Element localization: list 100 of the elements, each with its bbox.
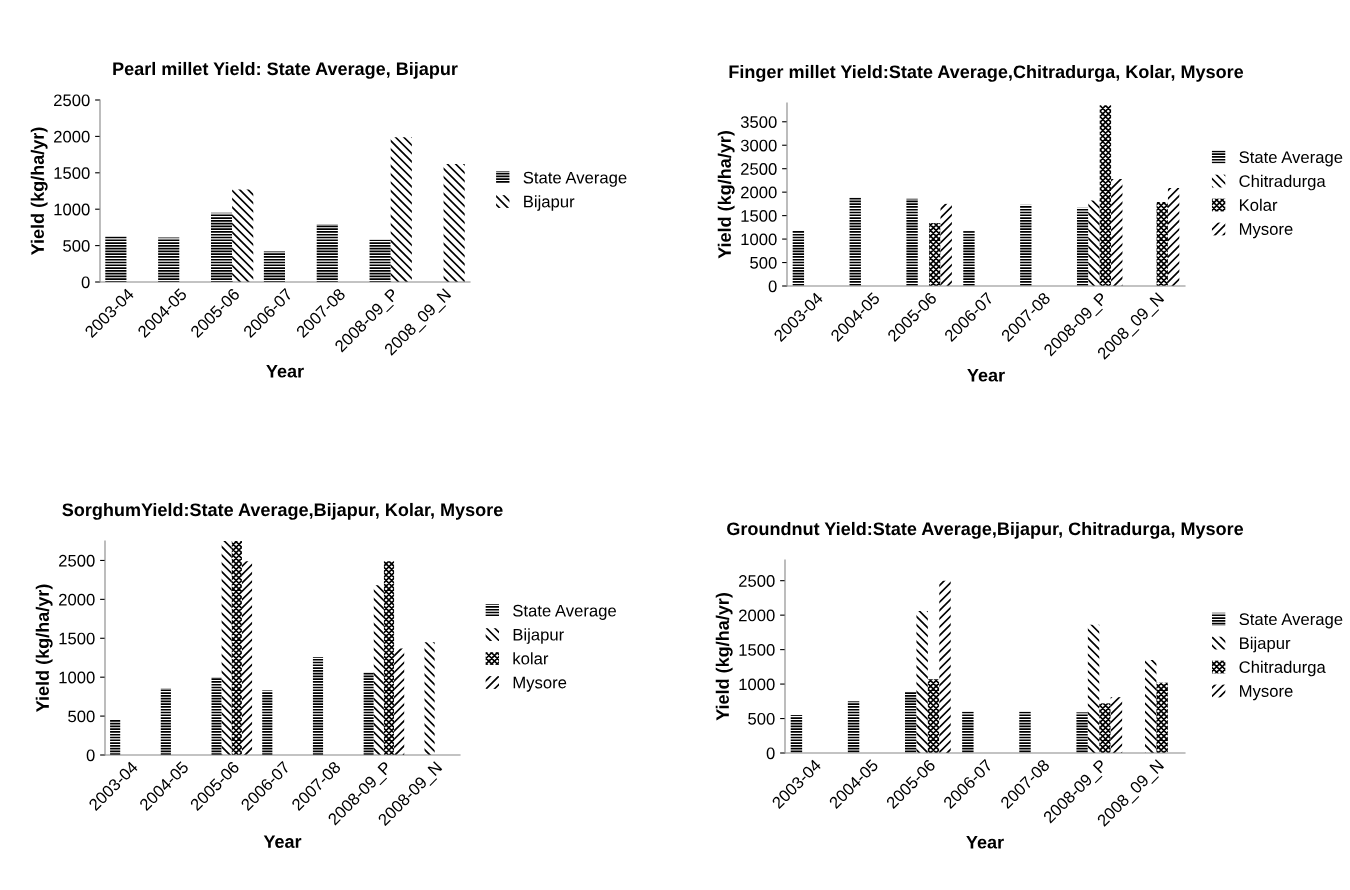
y-tick-label: 500 [750, 256, 777, 269]
y-tick-label: 1500 [54, 167, 90, 179]
bar [390, 137, 412, 282]
bar [316, 224, 338, 282]
bar [105, 236, 127, 282]
y-tick-label: 2000 [739, 609, 775, 622]
legend-label: Chitradurga [1239, 660, 1326, 677]
y-tick-label: 1500 [59, 632, 95, 645]
x-axis-title: Year [966, 836, 1004, 849]
y-tick-label: 1500 [739, 644, 775, 656]
bar [940, 203, 952, 286]
bar [1145, 659, 1157, 753]
bar [231, 541, 242, 755]
legend-label: State Average [1239, 151, 1343, 167]
bar [1099, 703, 1111, 753]
chart-title: Groundnut Yield:State Average,Bijapur, Chitradurga, Mysore [727, 521, 1244, 539]
bar [1156, 202, 1168, 286]
bar [232, 189, 254, 282]
y-tick-label: 3500 [740, 116, 777, 128]
bar [312, 656, 324, 755]
bar [1019, 711, 1031, 753]
legend-label: Mysore [1239, 223, 1293, 239]
bar [262, 690, 273, 755]
bar [939, 580, 951, 753]
chart-title: Finger millet Yield:State Average,Chitradurga, Kolar, Mysore [729, 64, 1244, 82]
legend-label: Mysore [1240, 685, 1293, 701]
y-tick-label: 2500 [54, 94, 90, 107]
legend-label: Bijapur [1240, 636, 1291, 653]
legend-label: kolar [513, 652, 549, 665]
bar [1110, 697, 1123, 753]
bar [160, 688, 171, 755]
y-tick-label: 2500 [741, 163, 777, 175]
bar [373, 585, 384, 755]
bar [424, 642, 435, 755]
y-tick-label: 1500 [741, 210, 777, 222]
legend-label: State Average [1239, 613, 1343, 629]
y-axis-title: Yield (kg/ha/yr) [35, 584, 53, 713]
legend-label: Kolar [1239, 198, 1278, 211]
y-tick-label: 0 [81, 276, 90, 289]
legend-label: Bijapur [524, 195, 575, 211]
y-tick-label: 1000 [741, 233, 777, 246]
bar [211, 212, 233, 282]
bar [963, 231, 975, 286]
bar [905, 691, 917, 753]
bar [927, 679, 940, 753]
y-axis-title: Yield (kg/ha/yr) [717, 131, 735, 259]
bar [1111, 179, 1123, 286]
y-axis-title: Yield (kg/ha/yr) [715, 593, 733, 721]
bar [110, 719, 121, 755]
bar [443, 164, 465, 282]
bar [394, 648, 405, 755]
y-axis-title: Yield (kg/ha/yr) [30, 127, 48, 256]
bar [383, 561, 395, 755]
bar [369, 239, 391, 282]
legend-label: Chitradurga [1239, 174, 1326, 191]
bar [263, 251, 285, 282]
x-axis-title: Year [967, 369, 1005, 382]
y-tick-label: 0 [86, 749, 95, 762]
y-tick-label: 2000 [741, 186, 777, 199]
bar [929, 223, 941, 286]
x-axis-title: Year [266, 365, 304, 378]
bar [962, 711, 974, 753]
y-tick-label: 500 [63, 240, 90, 252]
bar [1076, 207, 1089, 286]
bar [1020, 204, 1032, 286]
y-tick-label: 0 [768, 280, 777, 293]
bar [158, 237, 180, 282]
bar [1087, 624, 1100, 753]
bar [1076, 712, 1088, 753]
bar [792, 230, 805, 286]
bar [849, 197, 861, 286]
bar [211, 677, 222, 755]
y-tick-label: 3000 [740, 139, 777, 152]
x-axis-title: Year [263, 835, 302, 848]
chart-title: Pearl millet Yield: State Average, Bijapur [113, 61, 458, 79]
y-tick-label: 1000 [54, 203, 90, 216]
chart-title: SorghumYield:State Average,Bijapur, Kolar, Mysore [62, 502, 503, 520]
y-tick-label: 500 [748, 712, 775, 725]
y-tick-label: 1000 [739, 678, 775, 691]
bar [1167, 187, 1180, 286]
bar [790, 715, 803, 753]
y-tick-label: 2500 [59, 554, 95, 567]
bar [1088, 200, 1100, 286]
bar [241, 561, 253, 755]
y-tick-label: 2500 [739, 575, 775, 587]
y-tick-label: 0 [766, 747, 775, 760]
y-tick-label: 2000 [59, 593, 95, 606]
bar [906, 198, 918, 286]
bar [221, 541, 232, 755]
bar [1156, 682, 1168, 753]
legend-label: Bijapur [513, 628, 564, 644]
y-tick-label: 500 [68, 710, 95, 723]
y-tick-label: 2000 [54, 130, 90, 143]
legend-label: Mysore [513, 676, 567, 692]
bar [847, 701, 860, 753]
y-tick-label: 1000 [59, 671, 95, 684]
bar [363, 672, 374, 755]
legend-label: State Average [513, 604, 616, 620]
bar [1099, 105, 1112, 286]
legend-label: State Average [523, 171, 627, 187]
